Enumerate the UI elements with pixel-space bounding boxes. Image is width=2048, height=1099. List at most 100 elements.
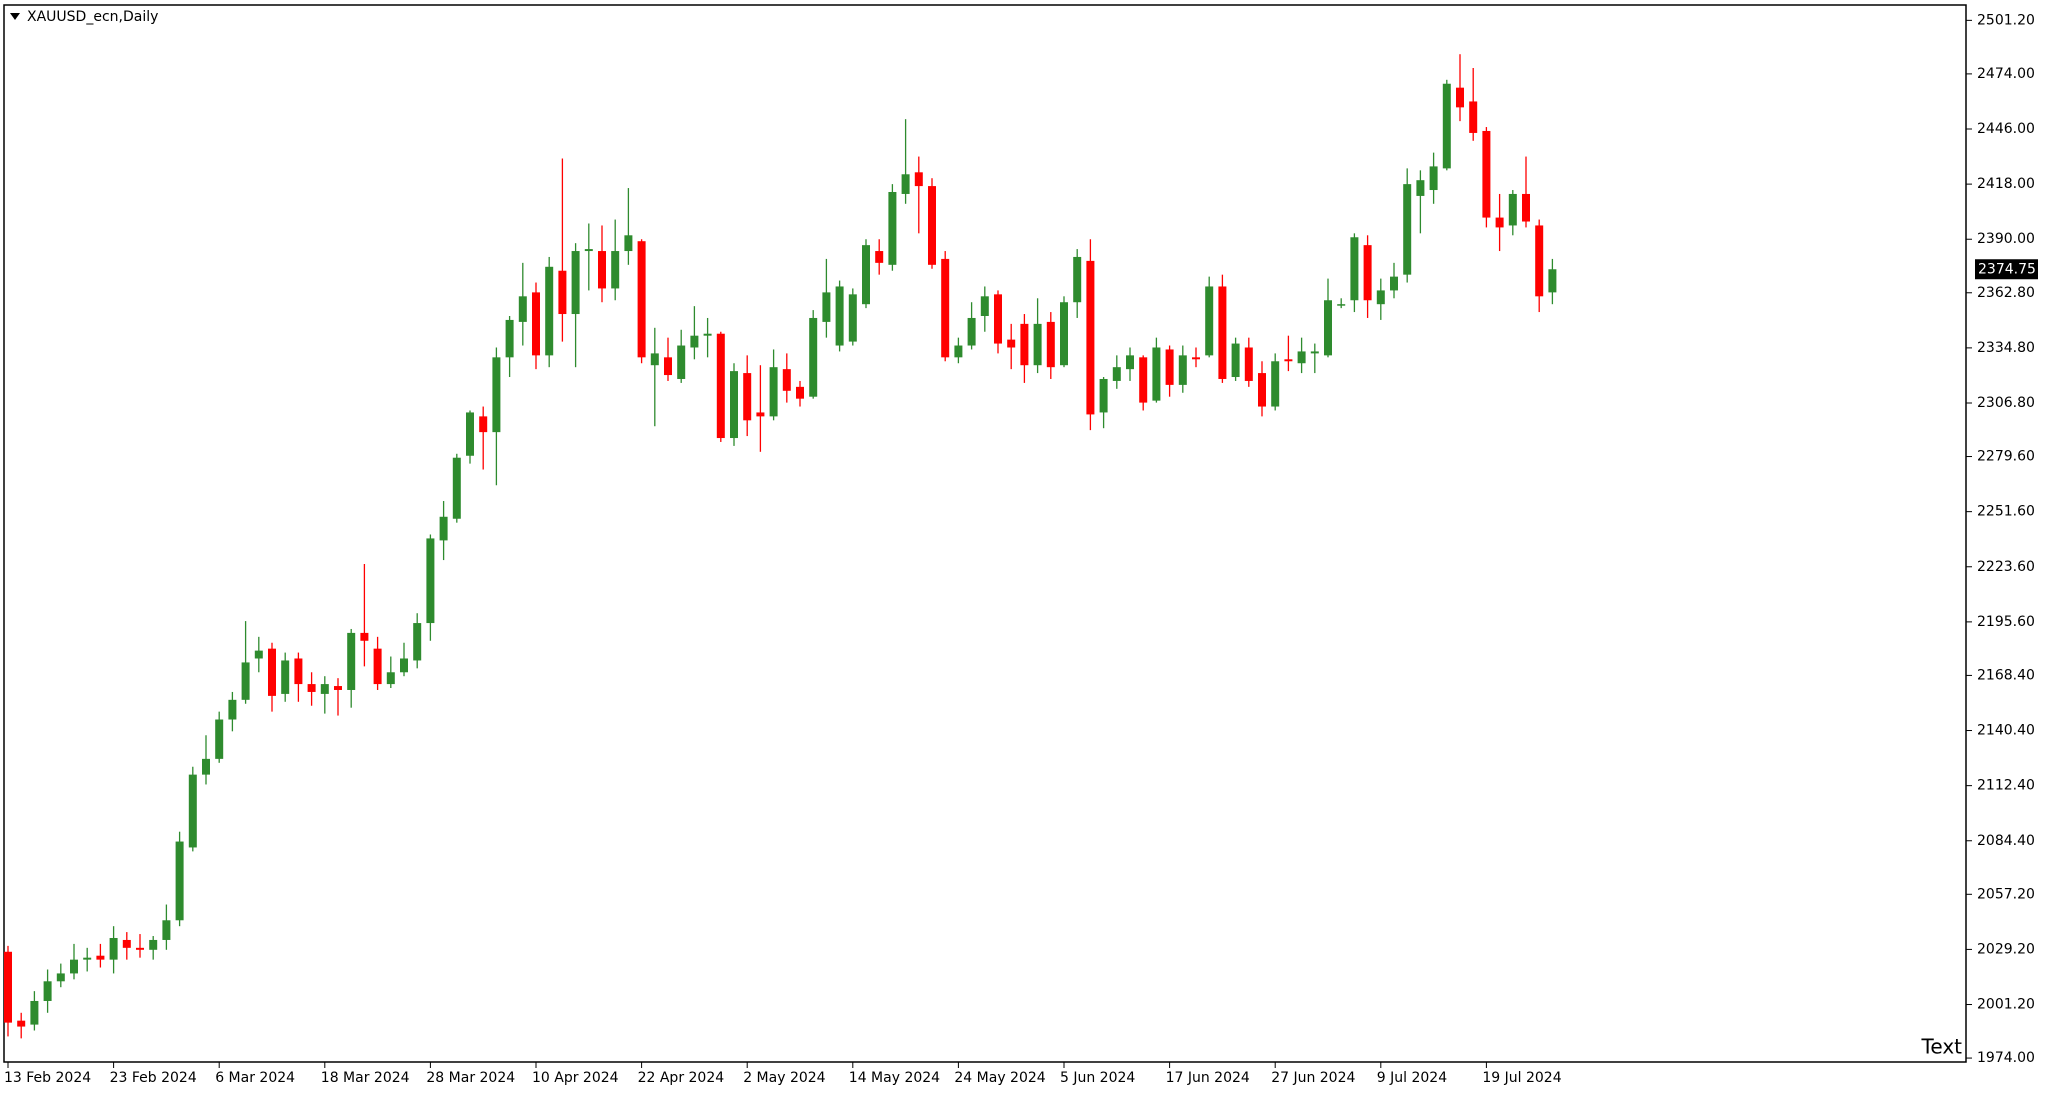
candle-body xyxy=(888,191,897,265)
y-tick-label: 2001.20 xyxy=(1977,997,2035,1013)
candle-body xyxy=(1337,304,1346,306)
candle-body xyxy=(1456,87,1464,108)
candle-body xyxy=(1403,184,1412,275)
candle-body xyxy=(1469,101,1478,133)
candle-body xyxy=(70,959,78,974)
candle-body xyxy=(1495,217,1504,228)
candle-body xyxy=(809,317,818,397)
y-tick-label: 2279.60 xyxy=(1977,449,2035,465)
candle-body xyxy=(17,1020,26,1027)
candle-body xyxy=(122,939,131,948)
candle-body xyxy=(1020,323,1029,366)
candle-body xyxy=(56,973,65,982)
candle-body xyxy=(4,951,12,1023)
x-tick-label: 10 Apr 2024 xyxy=(532,1070,619,1086)
candle-body xyxy=(901,174,910,194)
candle-body xyxy=(413,623,422,661)
plot-frame xyxy=(3,4,1967,1063)
candle-body xyxy=(43,981,52,1001)
candle-body xyxy=(307,684,316,692)
y-tick-label: 2057.20 xyxy=(1977,886,2035,902)
candle-body xyxy=(1218,286,1227,379)
candle-body xyxy=(1416,180,1425,196)
candle-body xyxy=(637,241,646,358)
candle-body xyxy=(268,648,276,696)
x-tick-label: 5 Jun 2024 xyxy=(1060,1070,1135,1086)
candle-body xyxy=(954,345,963,358)
candle-body xyxy=(1112,367,1121,381)
candle-body xyxy=(1376,290,1385,305)
y-tick-label: 2029.20 xyxy=(1977,941,2035,957)
x-tick-label: 18 Mar 2024 xyxy=(321,1070,410,1086)
x-tick-label: 17 Jun 2024 xyxy=(1166,1070,1250,1086)
candle-body xyxy=(83,957,92,960)
candle-body xyxy=(1060,302,1068,366)
y-tick-label: 2168.40 xyxy=(1977,667,2035,683)
candle-body xyxy=(545,266,554,356)
y-tick-label: 2501.20 xyxy=(1977,12,2035,28)
candle-body xyxy=(598,251,606,289)
candle-body xyxy=(1284,359,1293,362)
y-tick-label: 2084.40 xyxy=(1977,833,2035,849)
candle-body xyxy=(822,292,831,322)
x-tick-label: 22 Apr 2024 xyxy=(638,1070,725,1086)
x-tick-label: 6 Mar 2024 xyxy=(215,1070,295,1086)
candle-body xyxy=(452,457,461,519)
candle-body xyxy=(611,251,620,289)
candle-body xyxy=(1046,321,1055,368)
candle-body xyxy=(386,672,395,685)
candle-body xyxy=(664,357,672,376)
candle-body xyxy=(1442,83,1451,169)
candle-body xyxy=(796,386,804,399)
candle-body xyxy=(1429,166,1438,191)
y-tick-label: 2195.60 xyxy=(1977,614,2035,630)
candle-body xyxy=(835,286,844,346)
candle-body xyxy=(677,345,686,379)
candle-body xyxy=(30,1000,39,1025)
y-tick-label: 2362.80 xyxy=(1977,285,2035,301)
candle-body xyxy=(1073,256,1082,303)
candle-body xyxy=(518,296,527,322)
candle-body xyxy=(479,416,488,433)
candle-body xyxy=(1271,361,1280,407)
candle-body xyxy=(347,632,356,690)
candle-body xyxy=(254,650,263,659)
candle-body xyxy=(1139,357,1148,403)
candle-body xyxy=(1482,130,1491,218)
candle-body xyxy=(400,658,408,673)
candle-body xyxy=(188,774,197,848)
candle-body xyxy=(1033,323,1042,366)
candle-body xyxy=(875,251,884,263)
title-arrow xyxy=(10,13,20,20)
candle-body xyxy=(1390,276,1398,291)
candle-body xyxy=(1548,269,1557,293)
x-tick-label: 23 Feb 2024 xyxy=(110,1070,197,1086)
candle-body xyxy=(334,686,342,690)
candle-body xyxy=(241,662,250,700)
candle-body xyxy=(505,319,514,358)
candle-body xyxy=(650,353,659,366)
candle-body xyxy=(136,947,144,950)
candle-body xyxy=(769,367,778,417)
candle-body xyxy=(373,648,382,685)
candle-body xyxy=(756,412,765,417)
y-tick-label: 2334.80 xyxy=(1977,340,2035,356)
y-tick-label: 2418.00 xyxy=(1977,176,2035,192)
x-tick-label: 28 Mar 2024 xyxy=(426,1070,515,1086)
candle-body xyxy=(1007,339,1016,348)
x-tick-label: 9 Jul 2024 xyxy=(1377,1070,1447,1086)
candle-body xyxy=(1192,357,1200,360)
candle-body xyxy=(1310,351,1319,354)
candle-body xyxy=(149,939,158,950)
candle-body xyxy=(109,937,118,960)
candle-body xyxy=(980,296,989,316)
candle-body xyxy=(1099,378,1108,413)
candle-body xyxy=(690,335,699,348)
candle-body xyxy=(1126,355,1134,370)
y-tick-label: 2112.40 xyxy=(1977,778,2035,794)
candle-body xyxy=(492,357,501,433)
candle-body xyxy=(1363,245,1372,301)
candle-body xyxy=(1350,237,1359,301)
candle-body xyxy=(1244,347,1253,381)
candle-body xyxy=(1152,347,1161,401)
